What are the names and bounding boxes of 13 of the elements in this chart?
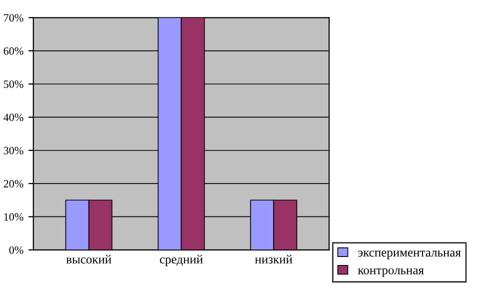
legend-label: контрольная bbox=[358, 268, 424, 277]
y-tick-label: 50% bbox=[4, 80, 24, 88]
x-tick-label: высокий bbox=[66, 254, 112, 264]
legend-label: экспериментальная bbox=[358, 250, 461, 260]
y-tick-label: 60% bbox=[4, 47, 24, 55]
y-tick-label: 30% bbox=[4, 146, 24, 154]
y-tick-label: 20% bbox=[4, 180, 24, 188]
y-tick-label: 70% bbox=[4, 14, 24, 22]
y-tick-label: 0% bbox=[9, 246, 24, 254]
y-tick-label: 40% bbox=[4, 114, 24, 122]
x-tick-label: низкий bbox=[255, 254, 292, 264]
y-tick-label: 10% bbox=[4, 213, 24, 221]
x-tick-label: средний bbox=[160, 254, 203, 266]
